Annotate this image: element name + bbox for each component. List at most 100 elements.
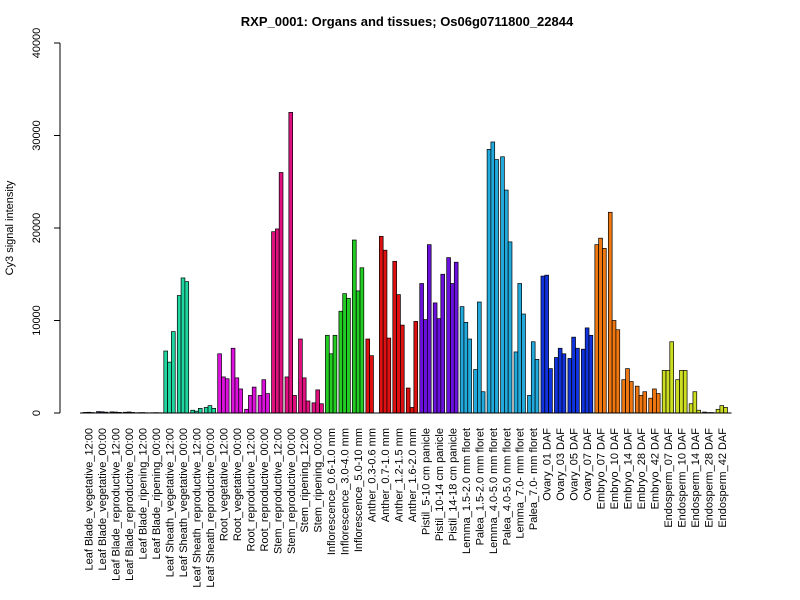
bar bbox=[611, 320, 617, 414]
bar bbox=[575, 347, 580, 414]
x-tick-label: Endosperm_10 DAF bbox=[676, 428, 688, 528]
chart-title: RXP_0001: Organs and tissues; Os06g07118… bbox=[241, 14, 574, 29]
x-tick-label: Embryo_07 DAF bbox=[596, 428, 608, 510]
x-tick-label: Leaf Sheath_reproductive_12:00 bbox=[191, 428, 203, 588]
bar bbox=[400, 324, 405, 414]
bar bbox=[692, 391, 698, 414]
x-tick-label: Endosperm_42 DAF bbox=[717, 428, 729, 528]
bar bbox=[251, 386, 257, 414]
x-tick-label: Anther_1.2-1.5 mm bbox=[394, 428, 406, 522]
bar bbox=[621, 379, 626, 414]
bar bbox=[184, 281, 190, 414]
bar bbox=[167, 361, 172, 414]
x-tick-label: Anther_1.6-2.0 mm bbox=[407, 428, 419, 522]
bar bbox=[409, 407, 415, 414]
bar bbox=[638, 395, 644, 414]
bar bbox=[652, 388, 657, 414]
bar bbox=[365, 338, 371, 414]
x-tick-label: Endosperm_07 DAF bbox=[663, 428, 675, 528]
bar bbox=[463, 322, 469, 414]
bar bbox=[176, 295, 182, 414]
bar bbox=[540, 275, 546, 414]
bar bbox=[419, 283, 424, 414]
bar bbox=[325, 334, 330, 414]
bar bbox=[584, 327, 590, 414]
x-tick-label: Palea_7.0- mm floret bbox=[528, 428, 540, 530]
bar bbox=[234, 377, 240, 414]
bars bbox=[82, 112, 728, 414]
bar bbox=[682, 370, 688, 414]
bar bbox=[715, 408, 721, 414]
x-tick-label: Stem_reproductive_12:00 bbox=[272, 428, 284, 554]
bar bbox=[369, 355, 374, 414]
bar bbox=[477, 301, 482, 414]
bar bbox=[230, 347, 236, 414]
bar bbox=[561, 353, 567, 414]
x-tick-label: Stem_ripening_00:00 bbox=[313, 428, 325, 533]
x-tick-label: Leaf Blade_reproductive_12:00 bbox=[111, 428, 123, 581]
bar bbox=[615, 329, 621, 414]
bar bbox=[244, 408, 249, 414]
x-tick-label: Inflorescence_3.0-4.0 mm bbox=[340, 428, 352, 555]
x-tick-label: Root_vegetative_12:00 bbox=[218, 428, 230, 541]
bar bbox=[723, 407, 728, 414]
x-tick-label: Ovary_03 DAF bbox=[555, 428, 567, 501]
bar bbox=[688, 403, 694, 414]
bar bbox=[450, 283, 455, 414]
x-tick-label: Leaf Blade_vegetative_00:00 bbox=[97, 428, 109, 571]
x-tick-label: Lemma_1.5-2.0 mm floret bbox=[461, 428, 473, 554]
x-tick-label: Inflorescence_0.6-1.0 mm bbox=[326, 428, 338, 555]
x-tick-label: Leaf Blade_vegetative_12:00 bbox=[84, 428, 96, 571]
bar bbox=[486, 149, 492, 414]
x-tick-label: Leaf Sheath_reproductive_00:00 bbox=[205, 428, 217, 588]
bar bbox=[648, 397, 653, 414]
x-tick-label: Leaf Blade_ripening_12:00 bbox=[138, 428, 150, 560]
bar bbox=[581, 348, 586, 414]
bar bbox=[527, 395, 532, 414]
x-tick-label: Endosperm_14 DAF bbox=[690, 428, 702, 528]
bar bbox=[490, 141, 496, 414]
x-tick-label: Pistil_14-18 cm panicle bbox=[447, 428, 459, 541]
bar bbox=[432, 302, 438, 414]
bar bbox=[292, 395, 297, 414]
bar bbox=[261, 379, 267, 414]
bar bbox=[392, 260, 397, 414]
bar bbox=[203, 407, 209, 414]
bar bbox=[217, 353, 222, 414]
bar bbox=[278, 172, 284, 414]
x-tick-label: Root_reproductive_12:00 bbox=[245, 428, 257, 552]
bar bbox=[661, 370, 667, 414]
bar bbox=[459, 306, 465, 414]
x-tick-label: Palea_1.5-2.0 mm floret bbox=[474, 428, 486, 545]
bar bbox=[396, 294, 401, 414]
bar bbox=[315, 389, 320, 414]
x-tick-label: Embryo_28 DAF bbox=[636, 428, 648, 510]
bar bbox=[534, 359, 540, 414]
bar bbox=[423, 319, 428, 414]
bar bbox=[521, 313, 526, 414]
bar bbox=[607, 211, 613, 414]
bar bbox=[588, 334, 594, 414]
x-tick-label: Stem_reproductive_00:00 bbox=[286, 428, 298, 554]
bar bbox=[679, 370, 684, 414]
bar bbox=[311, 402, 317, 414]
bar bbox=[180, 277, 186, 414]
bar bbox=[500, 156, 505, 414]
x-tick-label: Ovary_05 DAF bbox=[569, 428, 581, 501]
bar bbox=[207, 405, 213, 414]
bar bbox=[359, 267, 365, 414]
bar bbox=[271, 231, 276, 414]
bar bbox=[453, 261, 459, 414]
x-tick-label: Leaf Blade_reproductive_00:00 bbox=[124, 428, 136, 581]
bar bbox=[669, 341, 674, 414]
x-tick-label: Lemma_7.0- mm floret bbox=[515, 428, 527, 539]
bar bbox=[517, 283, 522, 414]
x-tick-label: Root_reproductive_00:00 bbox=[259, 428, 271, 552]
bar bbox=[598, 237, 603, 414]
bar bbox=[301, 377, 307, 414]
bar bbox=[319, 403, 324, 414]
bar bbox=[567, 358, 573, 414]
bar bbox=[602, 248, 607, 414]
bar bbox=[507, 241, 513, 414]
